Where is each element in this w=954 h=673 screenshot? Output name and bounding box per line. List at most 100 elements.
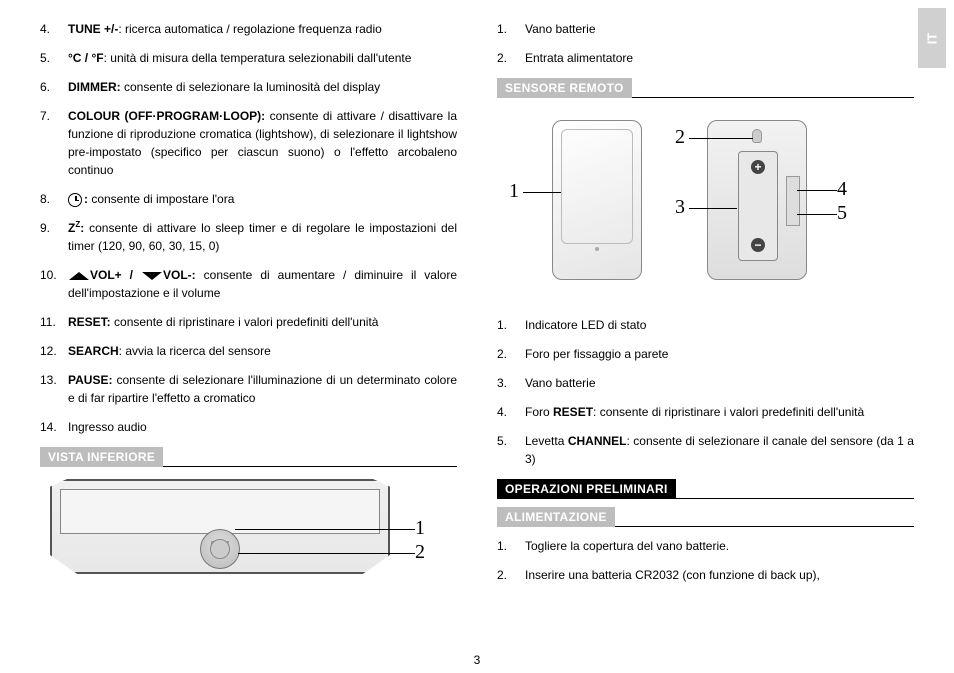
item-text: Indicatore LED di stato	[525, 316, 914, 334]
item-text: Vano batterie	[525, 374, 914, 392]
item-number: 1.	[497, 20, 525, 38]
right-column: 1.Vano batterie2.Entrata alimentatore SE…	[497, 20, 914, 673]
language-tab-text: IT	[925, 32, 940, 44]
feature-list: 4.TUNE +/-: ricerca automatica / regolaz…	[40, 20, 457, 436]
item-number: 6.	[40, 78, 68, 96]
list-item: 1.Togliere la copertura del vano batteri…	[497, 537, 914, 555]
item-text: TUNE +/-: ricerca automatica / regolazio…	[68, 20, 457, 38]
item-number: 2.	[497, 566, 525, 584]
item-number: 9.	[40, 219, 68, 255]
page-content: 4.TUNE +/-: ricerca automatica / regolaz…	[0, 0, 954, 673]
section-header-operazioni: OPERAZIONI PRELIMINARI	[497, 479, 676, 499]
item-number: 3.	[497, 374, 525, 392]
device-battery-compartment	[60, 489, 380, 534]
callout-s3: 3	[675, 196, 685, 219]
item-text: °C / °F: unità di misura della temperatu…	[68, 49, 457, 67]
callout-1: 1	[415, 517, 425, 540]
list-item: 1.Vano batterie	[497, 20, 914, 38]
item-text: Ingresso audio	[68, 418, 457, 436]
item-text: ZZ: consente di attivare lo sleep timer …	[68, 219, 457, 255]
item-number: 4.	[40, 20, 68, 38]
sensor-back: + −	[707, 120, 807, 280]
list-item: 5.°C / °F: unità di misura della tempera…	[40, 49, 457, 67]
leader-s5	[797, 214, 837, 215]
sleep-icon: ZZ:	[68, 221, 84, 235]
item-text: SEARCH: avvia la ricerca del sensore	[68, 342, 457, 360]
item-number: 1.	[497, 316, 525, 334]
list-item: 10.VOL+ / VOL-: consente di aumentare / …	[40, 266, 457, 302]
list-item: 8.: consente di impostare l'ora	[40, 190, 457, 208]
item-text: Levetta CHANNEL: consente di selezionare…	[525, 432, 914, 468]
item-number: 12.	[40, 342, 68, 360]
list-item: 12.SEARCH: avvia la ricerca del sensore	[40, 342, 457, 360]
item-text: PAUSE: consente di selezionare l'illumin…	[68, 371, 457, 407]
section-vista-inferiore: VISTA INFERIORE	[40, 447, 457, 467]
sensor-side-panel	[786, 176, 800, 226]
list-item: 2.Inserire una batteria CR2032 (con funz…	[497, 566, 914, 584]
list-item: 9.ZZ: consente di attivare lo sleep time…	[40, 219, 457, 255]
item-text: Inserire una batteria CR2032 (con funzio…	[525, 566, 914, 584]
list-item: 5.Levetta CHANNEL: consente di seleziona…	[497, 432, 914, 468]
item-text: Foro per fissaggio a parete	[525, 345, 914, 363]
item-text: Togliere la copertura del vano batterie.	[525, 537, 914, 555]
item-number: 10.	[40, 266, 68, 302]
page-number: 3	[474, 653, 481, 667]
sensor-front-panel	[561, 129, 633, 244]
item-text: COLOUR (OFF·PROGRAM·LOOP): consente di a…	[68, 107, 457, 179]
list-item: 11.RESET: consente di ripristinare i val…	[40, 313, 457, 331]
item-text: RESET: consente di ripristinare i valori…	[68, 313, 457, 331]
callout-s5: 5	[837, 202, 847, 225]
leader-s3	[689, 208, 737, 209]
list-item: 1.Indicatore LED di stato	[497, 316, 914, 334]
bottom-view-legend: 1.Vano batterie2.Entrata alimentatore	[497, 20, 914, 67]
callout-s1: 1	[509, 180, 519, 203]
list-item: 4.Foro RESET: consente di ripristinare i…	[497, 403, 914, 421]
left-column: 4.TUNE +/-: ricerca automatica / regolaz…	[40, 20, 457, 673]
item-text: VOL+ / VOL-: consente di aumentare / dim…	[68, 266, 457, 302]
item-text: Entrata alimentatore	[525, 49, 914, 67]
sensor-front	[552, 120, 642, 280]
item-text: : consente di impostare l'ora	[68, 190, 457, 208]
item-number: 2.	[497, 345, 525, 363]
item-number: 14.	[40, 418, 68, 436]
sensor-battery-compartment: + −	[738, 151, 778, 261]
bottom-view-figure: CR2032 1 2	[40, 479, 457, 594]
item-number: 11.	[40, 313, 68, 331]
down-icon	[142, 272, 162, 280]
item-number: 1.	[497, 537, 525, 555]
item-text: Foro RESET: consente di ripristinare i v…	[525, 403, 914, 421]
leader-s1	[523, 192, 561, 193]
power-steps: 1.Togliere la copertura del vano batteri…	[497, 537, 914, 584]
device-coin-inner	[210, 539, 230, 559]
section-operazioni: OPERAZIONI PRELIMINARI	[497, 479, 914, 499]
section-header-sensore: SENSORE REMOTO	[497, 78, 632, 98]
item-number: 13.	[40, 371, 68, 407]
clock-icon	[68, 193, 82, 207]
language-tab: IT	[918, 8, 946, 68]
list-item: 2.Foro per fissaggio a parete	[497, 345, 914, 363]
leader-line-1	[235, 529, 415, 530]
section-alimentazione: ALIMENTAZIONE	[497, 507, 914, 527]
list-item: 14.Ingresso audio	[40, 418, 457, 436]
item-number: 5.	[497, 432, 525, 468]
list-item: 4.TUNE +/-: ricerca automatica / regolaz…	[40, 20, 457, 38]
plus-icon: +	[751, 160, 765, 174]
item-number: 8.	[40, 190, 68, 208]
callout-2: 2	[415, 541, 425, 564]
list-item: 13.PAUSE: consente di selezionare l'illu…	[40, 371, 457, 407]
sensor-wall-hole	[752, 129, 762, 143]
list-item: 2.Entrata alimentatore	[497, 49, 914, 67]
item-number: 4.	[497, 403, 525, 421]
list-item: 3.Vano batterie	[497, 374, 914, 392]
item-text: Vano batterie	[525, 20, 914, 38]
item-text: DIMMER: consente di selezionare la lumin…	[68, 78, 457, 96]
list-item: 7.COLOUR (OFF·PROGRAM·LOOP): consente di…	[40, 107, 457, 179]
sensor-led	[595, 247, 599, 251]
item-number: 2.	[497, 49, 525, 67]
leader-s2	[689, 138, 753, 139]
section-sensore-remoto: SENSORE REMOTO	[497, 78, 914, 98]
sensor-figure: + − 1 2 3 4 5	[497, 108, 914, 298]
callout-s4: 4	[837, 178, 847, 201]
section-header-alimentazione: ALIMENTAZIONE	[497, 507, 615, 527]
up-icon	[69, 272, 89, 280]
